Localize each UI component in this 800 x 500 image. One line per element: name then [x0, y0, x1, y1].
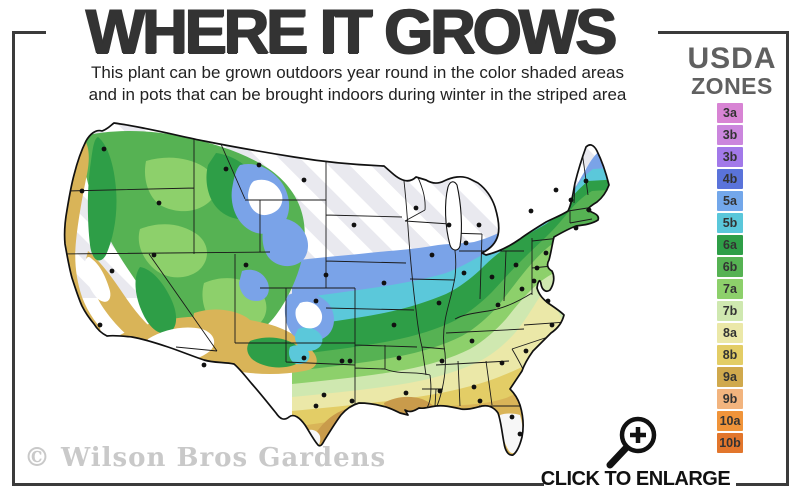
- usda-zones-legend-title: USDA ZONES: [676, 44, 788, 98]
- zone-chip-6a-6: 6a: [717, 235, 743, 255]
- zone-chip-3a-0: 3a: [717, 103, 743, 123]
- zone-chip-3b-2: 3b: [717, 147, 743, 167]
- zone-chip-7a-8: 7a: [717, 279, 743, 299]
- watermark: © Wilson Bros Gardens: [24, 443, 387, 473]
- zone-chip-5a-4: 5a: [717, 191, 743, 211]
- zone-chip-9a-12: 9a: [717, 367, 743, 387]
- frame-top-right: [658, 31, 789, 34]
- zone-chip-10b-15: 10b: [717, 433, 743, 453]
- zone-chip-7b-9: 7b: [717, 301, 743, 321]
- frame-bottom-right: [736, 483, 789, 486]
- zone-chip-10a-14: 10a: [717, 411, 743, 431]
- zone-chip-8a-10: 8a: [717, 323, 743, 343]
- state-borders: [64, 131, 595, 421]
- frame-right: [786, 31, 789, 486]
- zone-chip-9b-13: 9b: [717, 389, 743, 409]
- subtitle-line1: This plant can be grown outdoors year ro…: [91, 63, 624, 82]
- us-hardiness-zone-map[interactable]: [54, 103, 654, 473]
- lake-michigan: [445, 181, 462, 251]
- zone-shading: [64, 123, 610, 456]
- zone-chip-3b-1: 3b: [717, 125, 743, 145]
- zone-chip-8b-11: 8b: [717, 345, 743, 365]
- zone-chip-6b-7: 6b: [717, 257, 743, 277]
- click-to-enlarge-button[interactable]: CLICK TO ENLARGE: [540, 468, 731, 490]
- magnifier-plus-icon[interactable]: [598, 410, 668, 474]
- zone-color-scale: 3a 3b 3b 4b 5a 5b 6a 6b 7a 7b 8a 8b 9a 9b 10a 10b: [717, 103, 743, 455]
- legend-title-zones: ZONES: [691, 73, 773, 99]
- south-florida-white-area: [498, 413, 523, 454]
- subtitle: This plant can be grown outdoors year ro…: [50, 62, 665, 107]
- frame-bottom-left: [12, 483, 544, 486]
- zone-chip-5b-5: 5b: [717, 213, 743, 233]
- us-outline: [63, 122, 610, 456]
- frame-left: [12, 31, 15, 486]
- frame-top-left: [12, 31, 46, 34]
- zone-chip-4b-3: 4b: [717, 169, 743, 189]
- legend-title-usda: USDA: [687, 42, 777, 75]
- subtitle-line2: and in pots that can be brought indoors …: [88, 85, 627, 105]
- page-title: WHERE IT GROWS: [85, 0, 617, 67]
- city-dots: [79, 146, 592, 437]
